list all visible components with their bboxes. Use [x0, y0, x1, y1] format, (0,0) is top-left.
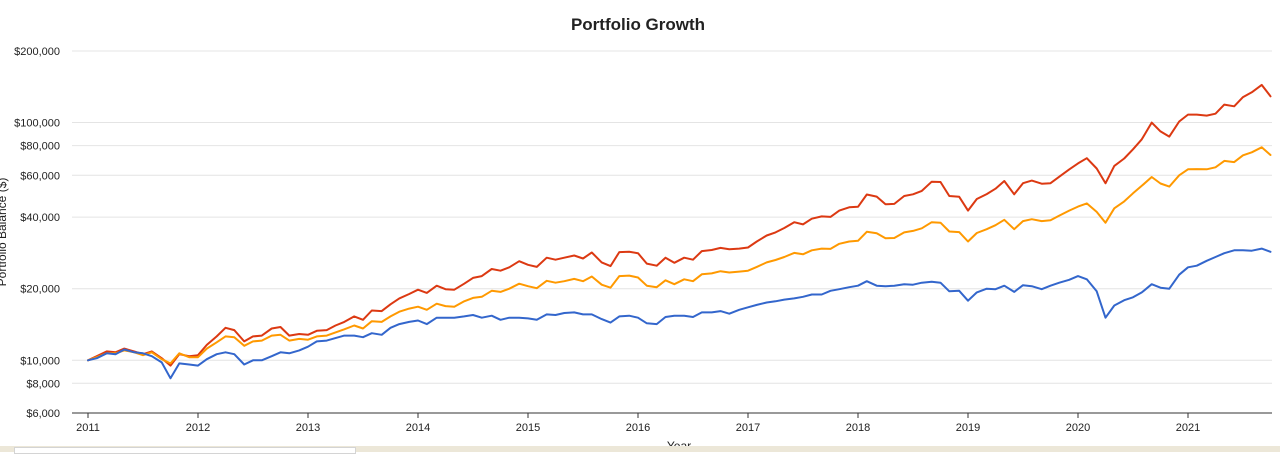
y-tick-label: $200,000: [14, 46, 60, 58]
x-tick-label: 2017: [736, 422, 760, 434]
y-tick-label: $8,000: [26, 378, 60, 390]
y-tick-label: $6,000: [26, 408, 60, 420]
y-axis-ticks: $200,000 $100,000 $80,000 $60,000 $40,000 $20…: [14, 46, 60, 420]
y-axis-label: Portfolio Balance ($): [0, 178, 9, 287]
gridlines: [72, 50, 1272, 384]
bottom-strip: [0, 446, 1280, 452]
x-tick-label: 2018: [846, 422, 870, 434]
series-lines: [87, 83, 1272, 380]
series-line-portfolio-1: [87, 83, 1272, 367]
bottom-panel-edge: [14, 447, 356, 454]
chart-title: Portfolio Growth: [571, 15, 705, 34]
series-line-portfolio-2: [87, 146, 1272, 365]
series-line-portfolio-3: [87, 247, 1272, 380]
x-tick-label: 2015: [516, 422, 540, 434]
x-tick-label: 2019: [956, 422, 980, 434]
x-tick-label: 2016: [626, 422, 650, 434]
y-tick-label: $80,000: [20, 141, 60, 153]
y-tick-label: $40,000: [20, 212, 60, 224]
y-tick-label: $20,000: [20, 284, 60, 296]
x-tick-label: 2021: [1176, 422, 1200, 434]
y-tick-label: $10,000: [20, 355, 60, 367]
y-tick-label: $100,000: [14, 118, 60, 130]
x-tick-label: 2014: [406, 422, 430, 434]
x-tick-label: 2012: [186, 422, 210, 434]
x-axis-ticks: 2011 2012 2013 2014 2015 2016 2017 2018 2019 2020…: [76, 413, 1200, 434]
x-tick-label: 2013: [296, 422, 320, 434]
x-tick-label: 2020: [1066, 422, 1090, 434]
x-tick-label: 2011: [76, 422, 100, 434]
y-tick-label: $60,000: [20, 170, 60, 182]
